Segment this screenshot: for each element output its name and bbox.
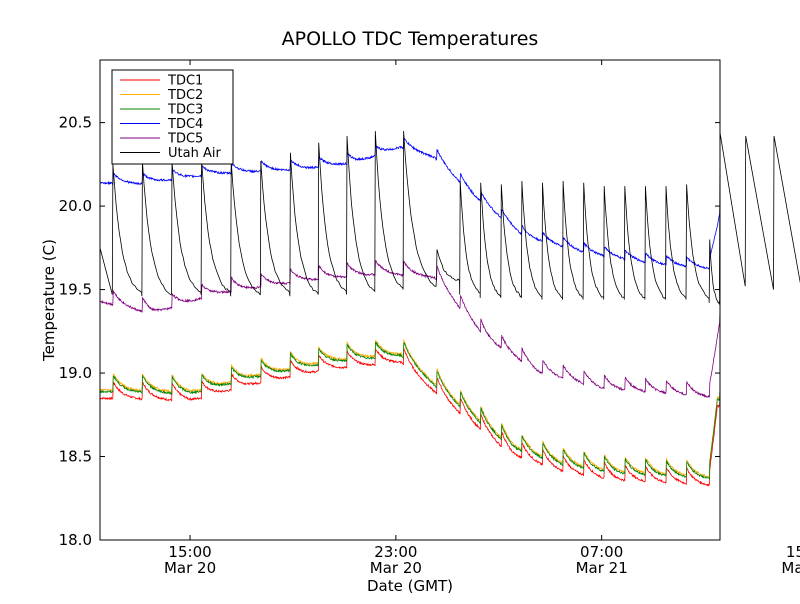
- y-axis-ticks: 18.0 18.5 19.0 19.5 20.0 20.5: [59, 114, 720, 549]
- legend-label: TDC5: [167, 132, 203, 147]
- x-tick-time-label: 15:00: [168, 543, 211, 561]
- y-tick-label: 18.0: [59, 531, 92, 549]
- series-line-tdc1: [99, 347, 721, 487]
- legend-box: [111, 69, 234, 165]
- y-tick-label: 18.5: [59, 448, 92, 466]
- legend-label: TDC3: [167, 103, 203, 118]
- y-tick-label: 19.0: [59, 364, 92, 382]
- legend-label: TDC1: [167, 74, 203, 89]
- plot-lines: [99, 130, 800, 487]
- x-axis-label: Date (GMT): [367, 577, 453, 595]
- series-line-tdc3: [99, 341, 721, 481]
- x-tick-date-label: Mar 20: [370, 559, 422, 577]
- y-tick-label: 20.5: [59, 114, 92, 132]
- y-tick-label: 20.0: [59, 197, 92, 215]
- legend-label: TDC2: [167, 88, 203, 103]
- series-line-utah-air: [99, 130, 800, 305]
- chart-title: APOLLO TDC Temperatures: [282, 28, 539, 50]
- y-tick-label: 19.5: [59, 281, 92, 299]
- x-tick-time-label: 15:00: [786, 543, 800, 561]
- x-tick-date-label: Mar 21: [576, 559, 628, 577]
- x-tick-time-label: 23:00: [374, 543, 417, 561]
- y-axis-label: Temperature (C): [40, 239, 58, 362]
- series-line-tdc4: [99, 137, 721, 270]
- x-tick-date-label: Mar 20: [164, 559, 216, 577]
- x-tick-time-label: 07:00: [580, 543, 623, 561]
- series-line-tdc5: [99, 260, 721, 398]
- legend-label: Utah Air: [168, 146, 221, 161]
- plot-frame: [99, 59, 721, 541]
- x-tick-date-label: Mar 21: [781, 559, 800, 577]
- legend-label: TDC4: [167, 117, 203, 132]
